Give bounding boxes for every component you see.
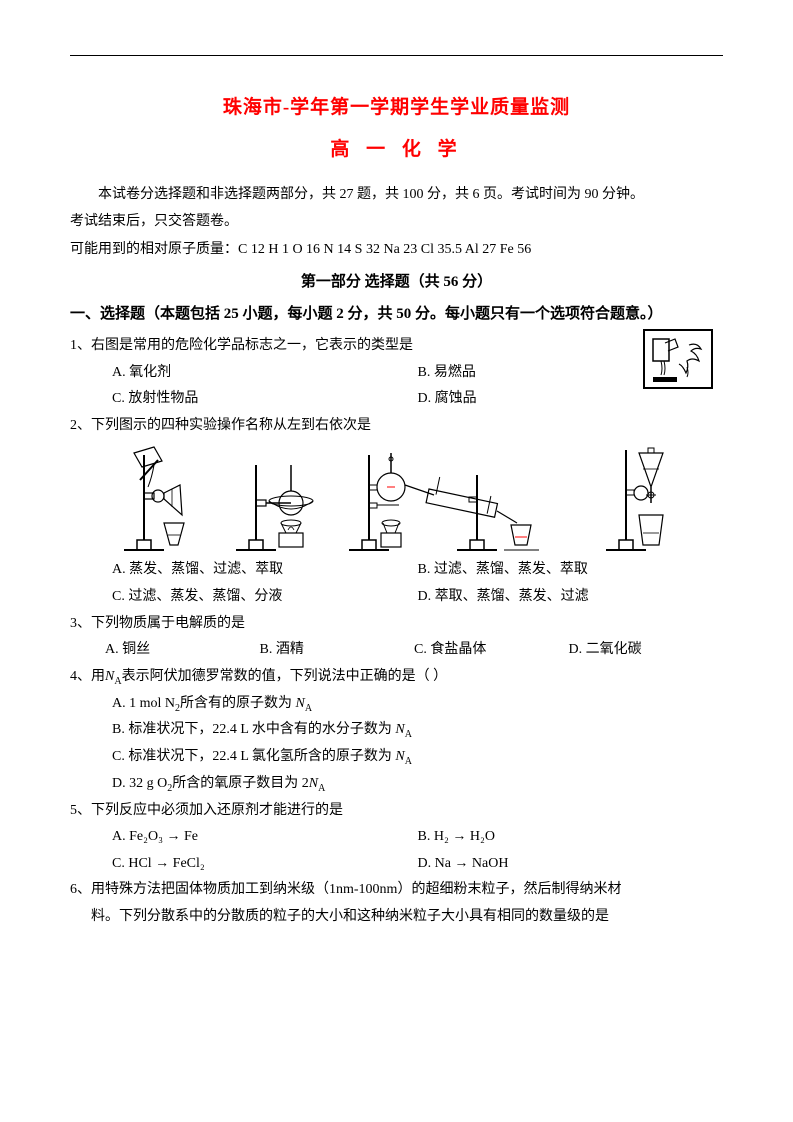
question-6: 6、用特殊方法把固体物质加工到纳米级（1nm-100nm）的超细粉末粒子，然后制…: [70, 877, 723, 930]
q2-opt-c: C. 过滤、蒸发、蒸馏、分液: [112, 584, 418, 611]
q4-opt-b: B. 标准状况下，22.4 L 水中含有的水分子数为 NA: [70, 717, 723, 744]
question-3: 3、下列物质属于电解质的是 A. 铜丝 B. 酒精 C. 食盐晶体 D. 二氧化…: [70, 611, 723, 664]
q4-opt-a: A. 1 mol N2所含有的原子数为 NA: [70, 691, 723, 718]
apparatus-3-icon: [339, 445, 579, 555]
question-5: 5、下列反应中必须加入还原剂才能进行的是 A. Fe₂O₃ → Fe B. H₂…: [70, 798, 723, 878]
exam-title-subject: 高 一 化 学: [70, 132, 723, 168]
q1-stem: 1、右图是常用的危险化学品标志之一，它表示的类型是: [70, 333, 723, 360]
q1-opt-c: C. 放射性物品: [112, 386, 418, 413]
q3-opt-c: C. 食盐晶体: [414, 637, 569, 664]
q4-opt-c: C. 标准状况下，22.4 L 氯化氢所含的原子数为 NA: [70, 744, 723, 771]
apparatus-4-icon: [579, 445, 703, 555]
intro-line-2: 考试结束后，只交答题卷。: [70, 209, 723, 236]
q5-opt-c: C. HCl → FeCl₂: [112, 851, 418, 878]
q1-opt-a: A. 氧化剂: [112, 360, 418, 387]
q6-line2: 料。下列分散系中的分散质的粒子的大小和这种纳米粒子大小具有相同的数量级的是: [70, 904, 723, 931]
q4-opt-d: D. 32 g O2所含的氧原子数目为 2NA: [70, 771, 723, 798]
q4-stem: 4、用NA表示阿伏加德罗常数的值，下列说法中正确的是（ ）: [70, 664, 723, 691]
q3-opt-d: D. 二氧化碳: [569, 637, 724, 664]
q2-opt-a: A. 蒸发、蒸馏、过滤、萃取: [112, 557, 418, 584]
q3-stem: 3、下列物质属于电解质的是: [70, 611, 723, 638]
question-4: 4、用NA表示阿伏加德罗常数的值，下列说法中正确的是（ ） A. 1 mol N…: [70, 664, 723, 798]
hazard-symbol-icon: [643, 329, 713, 389]
q3-opt-b: B. 酒精: [260, 637, 415, 664]
apparatus-2-icon: [214, 445, 338, 555]
question-1: 1、右图是常用的危险化学品标志之一，它表示的类型是 A. 氧化剂 B. 易燃品 …: [70, 333, 723, 413]
q6-line1: 6、用特殊方法把固体物质加工到纳米级（1nm-100nm）的超细粉末粒子，然后制…: [70, 877, 723, 904]
q2-stem: 2、下列图示的四种实验操作名称从左到右依次是: [70, 413, 723, 440]
apparatus-1-icon: [90, 445, 214, 555]
mc-instruction: 一、选择题（本题包括 25 小题，每小题 2 分，共 50 分。每小题只有一个选…: [70, 300, 723, 329]
page-top-rule: [70, 55, 723, 56]
q5-opt-b: B. H₂ → H₂O: [418, 824, 724, 851]
q2-opt-b: B. 过滤、蒸馏、蒸发、萃取: [418, 557, 724, 584]
q2-opt-d: D. 萃取、蒸馏、蒸发、过滤: [418, 584, 724, 611]
q5-opt-a: A. Fe₂O₃ → Fe: [112, 824, 418, 851]
atomic-mass-list: 可能用到的相对原子质量：C 12 H 1 O 16 N 14 S 32 Na 2…: [70, 237, 723, 264]
q5-stem: 5、下列反应中必须加入还原剂才能进行的是: [70, 798, 723, 825]
section-title: 第一部分 选择题（共 56 分）: [70, 268, 723, 297]
apparatus-figures: [70, 439, 723, 557]
question-2: 2、下列图示的四种实验操作名称从左到右依次是: [70, 413, 723, 611]
q3-opt-a: A. 铜丝: [105, 637, 260, 664]
intro-line-1: 本试卷分选择题和非选择题两部分，共 27 题，共 100 分，共 6 页。考试时…: [70, 182, 723, 209]
q1-opt-d: D. 腐蚀品: [418, 386, 724, 413]
q5-opt-d: D. Na → NaOH: [418, 851, 724, 878]
exam-title-main: 珠海市-学年第一学期学生学业质量监测: [70, 90, 723, 126]
